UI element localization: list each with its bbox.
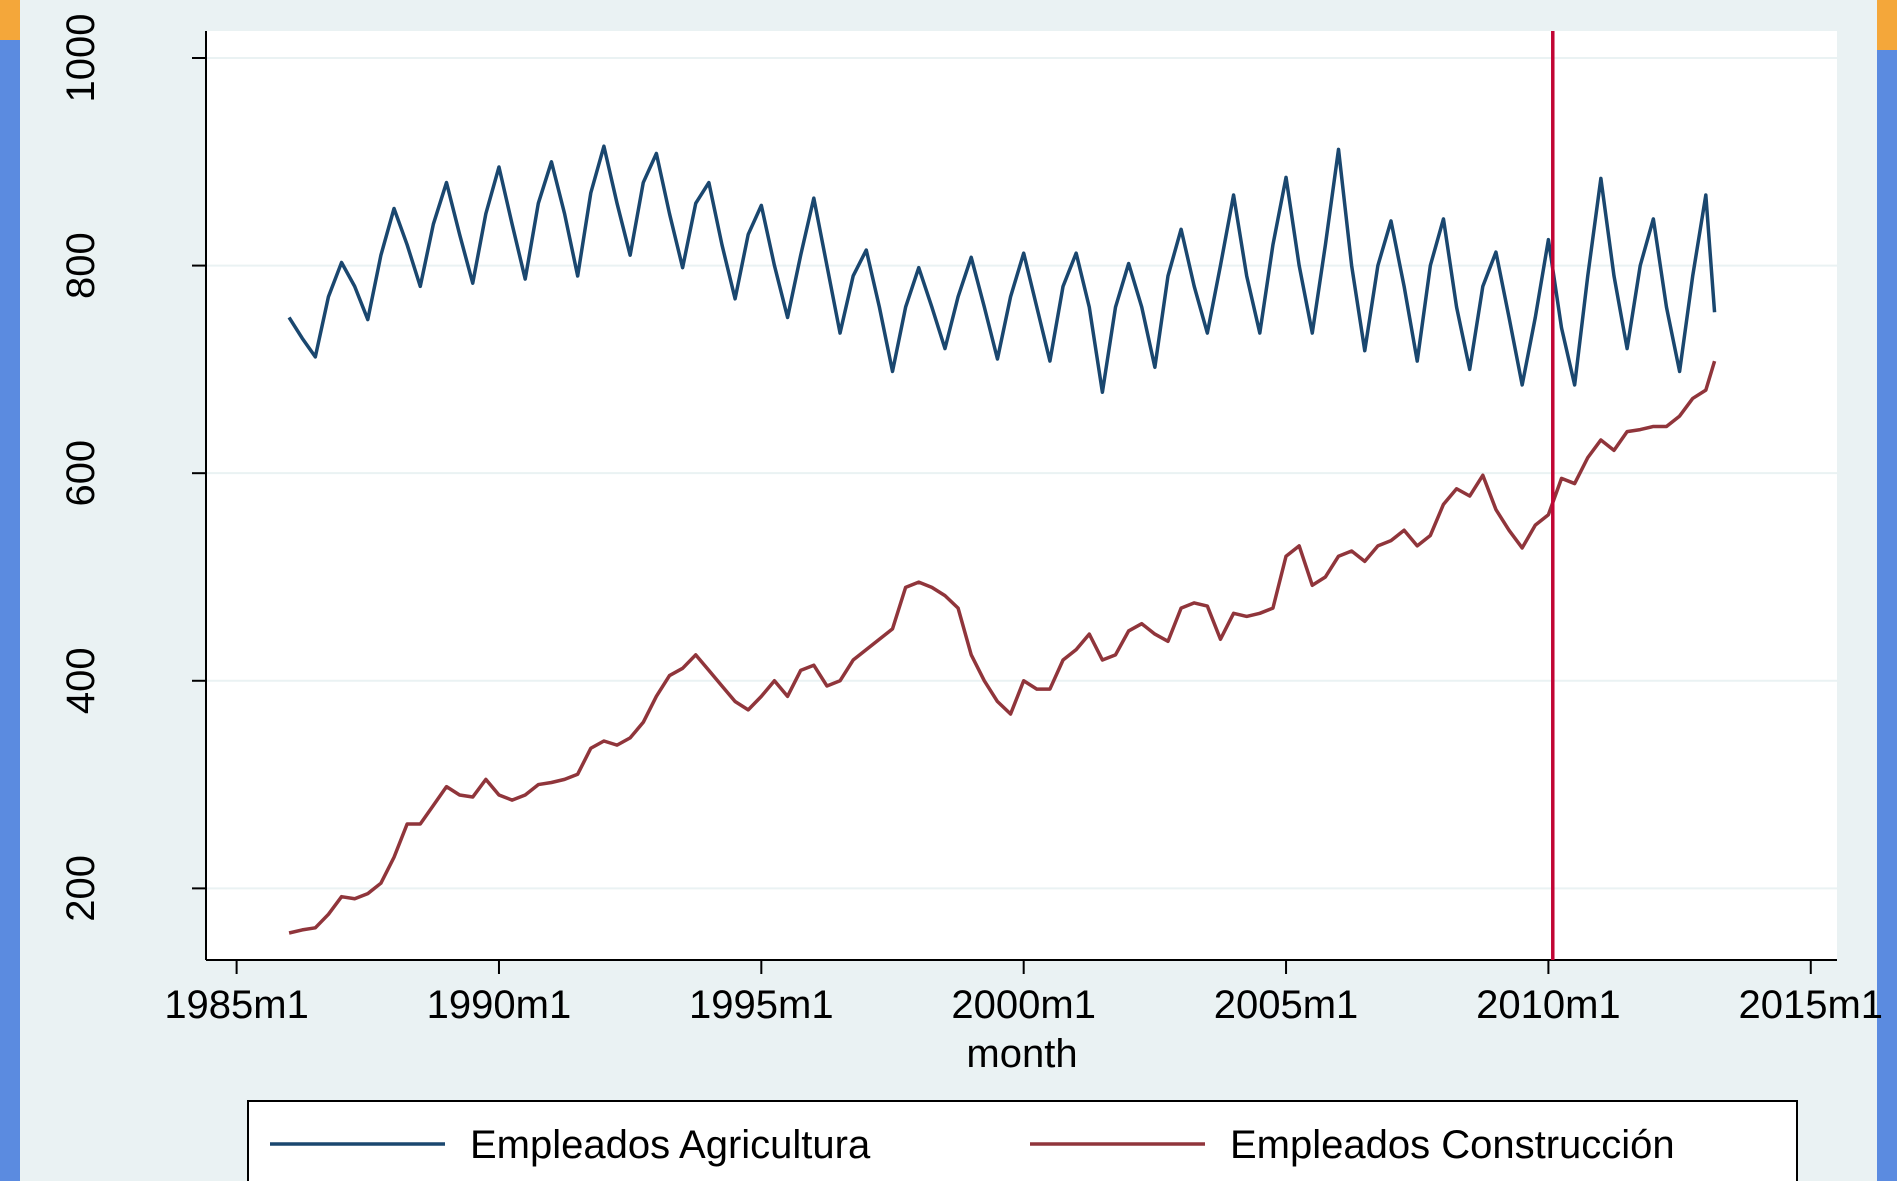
y-tick-label: 800 (59, 232, 103, 299)
edge-strip (1877, 50, 1897, 1181)
y-tick-label: 400 (59, 647, 103, 714)
edge-strip (0, 40, 20, 1181)
plot-area (206, 31, 1837, 960)
y-tick-label: 1000 (59, 13, 103, 102)
legend (247, 1100, 1798, 1181)
legend-label: Empleados Agricultura (470, 1123, 871, 1167)
x-tick-label: 1990m1 (427, 983, 572, 1027)
x-tick-label: 2005m1 (1214, 983, 1359, 1027)
x-tick-label: 1995m1 (689, 983, 834, 1027)
x-tick-label: 2015m1 (1738, 983, 1883, 1027)
line-series (288, 360, 1717, 935)
x-axis-label: month (966, 1032, 1077, 1076)
x-tick-label: 2010m1 (1476, 983, 1621, 1027)
edge-corner (1877, 0, 1897, 50)
x-tick-label: 1985m1 (164, 983, 309, 1027)
y-tick-label: 200 (59, 855, 103, 922)
legend-label: Empleados Construcción (1230, 1123, 1675, 1167)
x-tick-label: 2000m1 (951, 983, 1096, 1027)
line-series (287, 144, 1717, 394)
edge-corner (0, 0, 20, 40)
y-tick-label: 600 (59, 440, 103, 507)
